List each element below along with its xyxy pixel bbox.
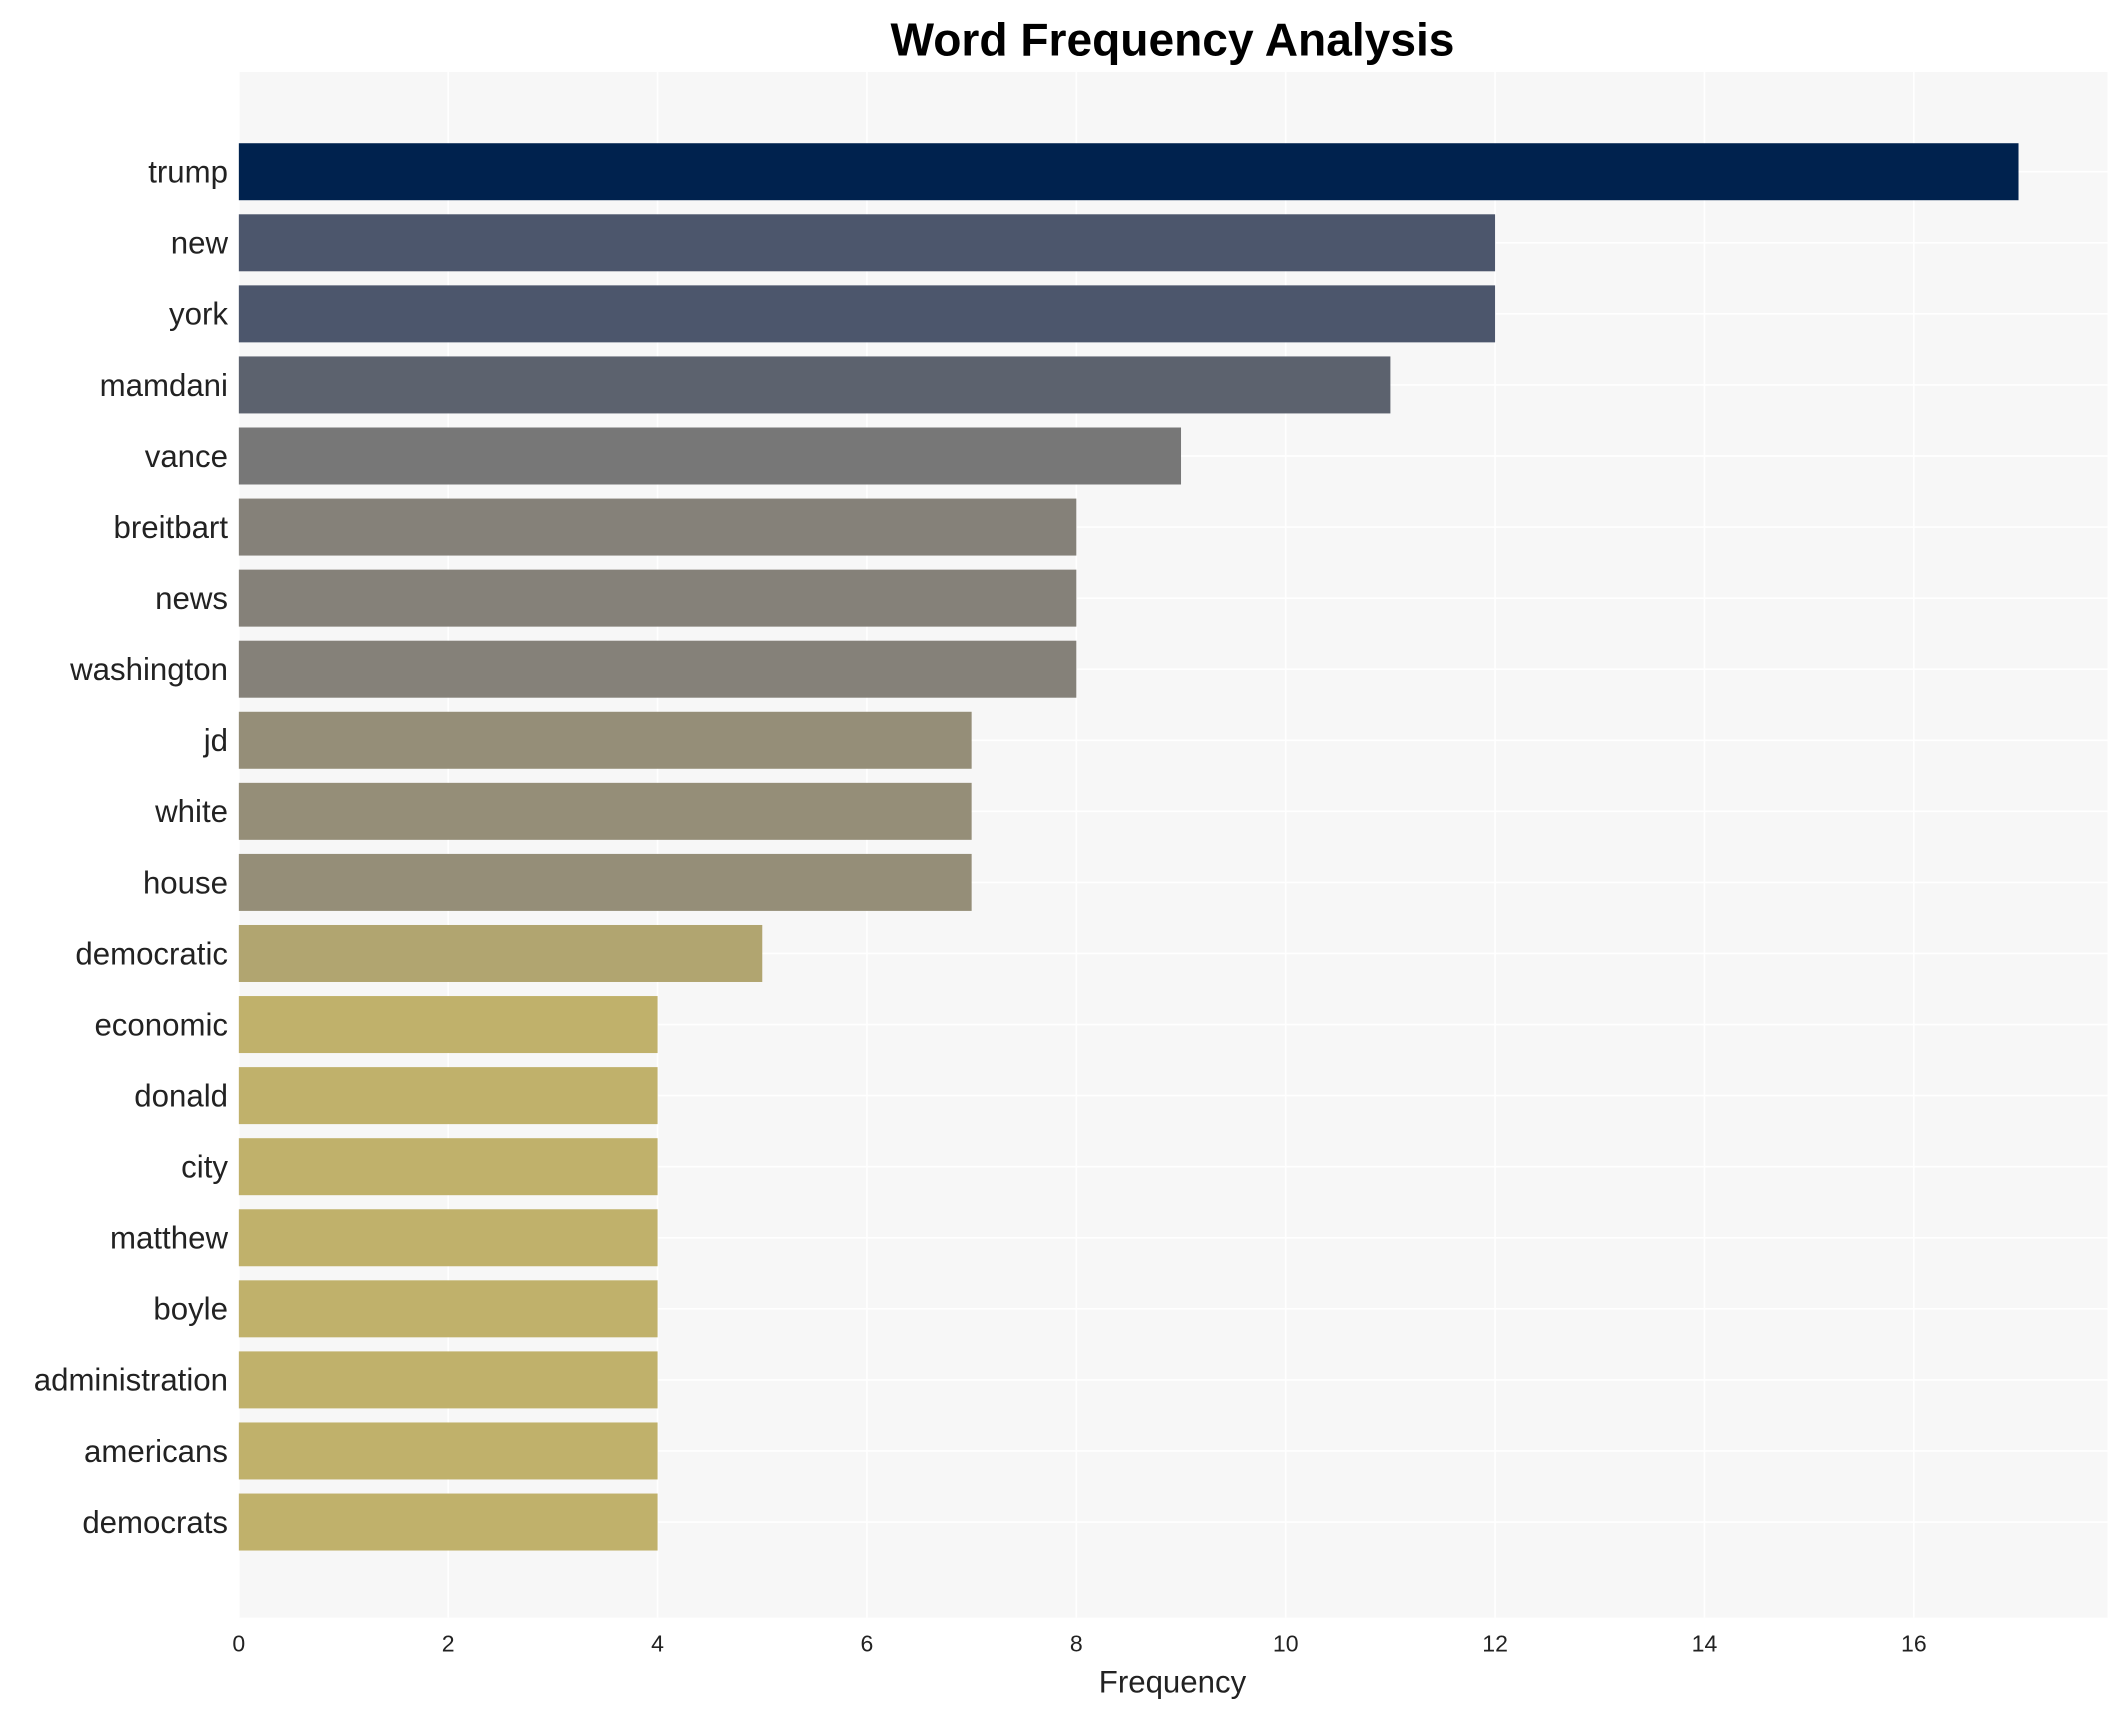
y-tick-label: news [155,581,228,616]
y-tick-label: americans [84,1434,228,1469]
bar-americans [238,1422,658,1480]
y-tick-label: york [169,297,228,332]
y-tick-label: mamdani [100,368,228,403]
bar-york [238,285,1496,343]
bar-administration [238,1351,658,1409]
bar-city [238,1138,658,1196]
x-tick-labels: 0 2 4 6 8 10 12 14 16 [232,1631,1926,1657]
y-tick-label: house [143,865,228,900]
y-tick-label: breitbart [114,510,229,545]
bar-mamdani [238,356,1391,414]
x-tick-label: 10 [1273,1631,1299,1657]
x-tick-label: 0 [232,1631,245,1657]
bar-jd [238,711,972,769]
y-tick-label: democrats [82,1505,228,1540]
bar-white [238,782,972,840]
y-tick-label: democratic [75,936,228,971]
bar-economic [238,996,658,1054]
y-tick-label: boyle [153,1292,228,1327]
bar-breitbart [238,498,1077,556]
y-tick-label: city [181,1150,228,1185]
y-tick-label: jd [203,723,228,758]
bars [238,143,2019,1551]
y-tick-label: new [171,226,229,261]
bar-democrats [238,1493,658,1551]
x-axis-label: Frequency [1099,1664,1247,1699]
y-tick-label: matthew [110,1221,228,1256]
bar-democratic [238,924,763,982]
bar-donald [238,1067,658,1125]
bar-washington [238,640,1077,698]
y-tick-label: washington [69,652,228,687]
bar-house [238,853,972,911]
x-tick-label: 16 [1901,1631,1927,1657]
x-tick-label: 8 [1070,1631,1083,1657]
x-tick-label: 4 [651,1631,664,1657]
y-tick-label: trump [148,155,228,190]
bar-news [238,569,1077,627]
y-tick-labels: trump new york mamdani vance breitbart news was… [34,155,229,1540]
y-tick-label: economic [94,1007,228,1042]
bar-boyle [238,1280,658,1338]
bar-vance [238,427,1182,485]
y-tick-label: white [154,794,228,829]
bar-matthew [238,1209,658,1267]
chart-title: Word Frequency Analysis [891,14,1455,66]
bar-trump [238,143,2019,201]
x-tick-label: 14 [1692,1631,1718,1657]
x-tick-label: 2 [442,1631,455,1657]
x-tick-label: 12 [1482,1631,1508,1657]
bar-new [238,214,1496,272]
x-tick-label: 6 [861,1631,874,1657]
y-tick-label: donald [134,1078,228,1113]
y-tick-label: vance [145,439,228,474]
y-tick-label: administration [34,1363,228,1398]
